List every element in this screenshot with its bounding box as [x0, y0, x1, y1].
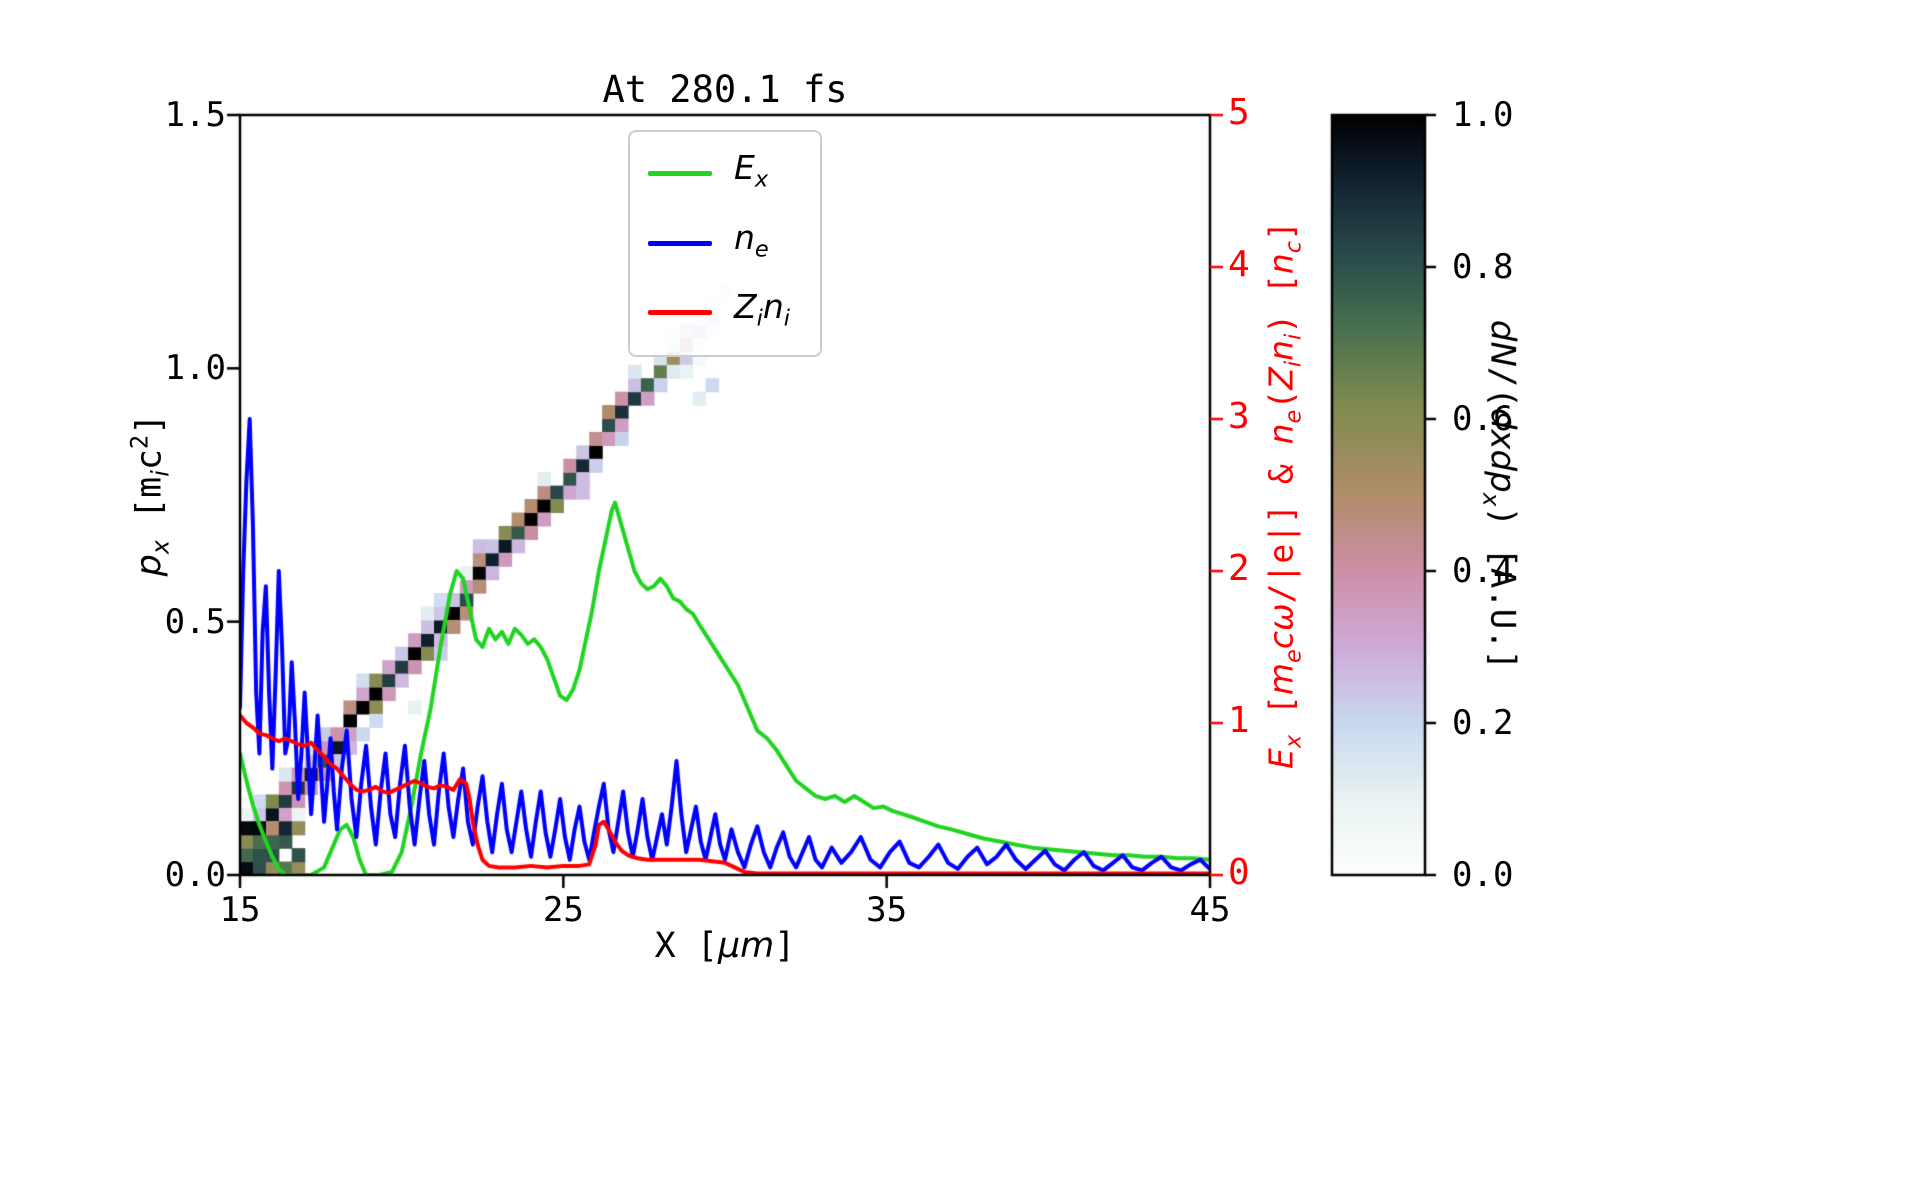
colorbar-tick-label: 0.4: [1452, 551, 1514, 591]
y-right-tick-label: 2: [1228, 548, 1250, 589]
legend-label-ex: Ex: [734, 148, 769, 193]
legend: Ex ne Zini: [628, 130, 822, 357]
x-axis-label: X [μm]: [654, 926, 796, 966]
y-left-tick-label: 0.0: [164, 855, 226, 895]
plot-title: At 280.1 fs: [602, 68, 848, 111]
y-right-tick-label: 0: [1228, 852, 1250, 893]
y-right-tick-label: 3: [1228, 396, 1250, 437]
legend-item-ex: Ex: [648, 150, 790, 198]
x-tick-label: 25: [542, 890, 584, 930]
colorbar-tick-label: 1.0: [1452, 95, 1514, 135]
y-axis-left-label: px [mic2]: [125, 413, 175, 577]
colorbar-tick-label: 0.8: [1452, 247, 1514, 287]
y-axis-right-label: Ex [mecω/|e|] & ne(Zini) [nc]: [1261, 221, 1307, 769]
legend-line-ex-swatch: [648, 171, 712, 177]
x-tick-label: 45: [1189, 890, 1231, 930]
legend-line-zini-swatch: [648, 310, 712, 316]
y-right-tick-label: 5: [1228, 92, 1250, 133]
y-left-tick-label: 0.5: [164, 601, 226, 642]
y-right-tick-label: 1: [1228, 700, 1250, 741]
x-tick-label: 15: [219, 890, 261, 930]
legend-label-zini: Zini: [734, 287, 790, 332]
x-tick-label: 35: [866, 890, 908, 930]
colorbar-label: dN/(dxdpx) [A.U.]: [1477, 319, 1523, 671]
legend-line-ne-swatch: [648, 240, 712, 246]
colorbar-tick-label: 0.0: [1452, 855, 1514, 895]
legend-label-ne: ne: [734, 217, 769, 263]
y-left-tick-label: 1.5: [164, 95, 226, 135]
legend-item-zini: Zini: [648, 289, 790, 337]
y-left-tick-label: 1.0: [164, 348, 226, 389]
y-right-tick-label: 4: [1228, 244, 1250, 285]
colorbar-tick-label: 0.6: [1452, 399, 1514, 439]
legend-item-ne: ne: [648, 217, 790, 268]
colorbar-tick-label: 0.2: [1452, 703, 1514, 743]
